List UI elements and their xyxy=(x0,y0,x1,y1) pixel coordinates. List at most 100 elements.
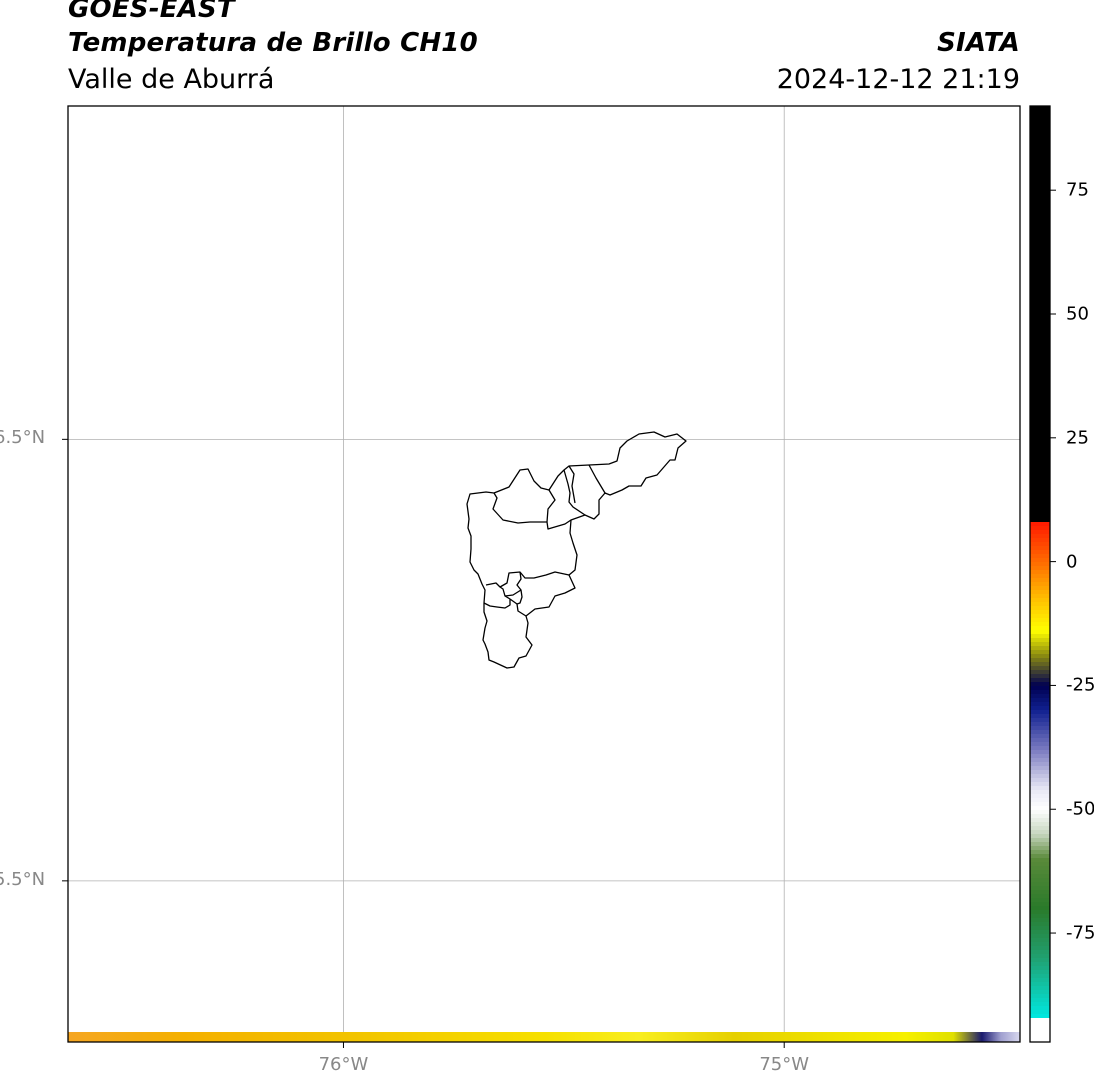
colorbar-segment xyxy=(1030,378,1050,383)
colorbar-tick-label: 25 xyxy=(1066,427,1089,449)
agency-label: SIATA xyxy=(937,28,1020,58)
colorbar-segment xyxy=(1030,490,1050,495)
colorbar-segment xyxy=(1030,198,1050,203)
colorbar-segment xyxy=(1030,654,1050,659)
colorbar-segment xyxy=(1030,142,1050,147)
colorbar-segment xyxy=(1030,582,1050,587)
colorbar-segment xyxy=(1030,858,1050,863)
colorbar-segment xyxy=(1030,718,1050,723)
colorbar-tick-label: 0 xyxy=(1066,551,1078,573)
colorbar-segment xyxy=(1030,374,1050,379)
colorbar-segment xyxy=(1030,346,1050,351)
colorbar-segment xyxy=(1030,1018,1050,1023)
colorbar-segment xyxy=(1030,454,1050,459)
colorbar-segment xyxy=(1030,350,1050,355)
colorbar-segment xyxy=(1030,938,1050,943)
colorbar-tick-label: -25 xyxy=(1066,674,1094,696)
colorbar-segment xyxy=(1030,862,1050,867)
colorbar-segment xyxy=(1030,310,1050,315)
colorbar-segment xyxy=(1030,218,1050,223)
colorbar-segment xyxy=(1030,506,1050,511)
map-background xyxy=(68,106,1020,1042)
colorbar-segment xyxy=(1030,226,1050,231)
colorbar-segment xyxy=(1030,166,1050,171)
colorbar-segment xyxy=(1030,854,1050,859)
colorbar-segment xyxy=(1030,514,1050,519)
colorbar-segment xyxy=(1030,902,1050,907)
boundary-outline xyxy=(466,431,687,669)
colorbar-segment xyxy=(1030,526,1050,531)
colorbar-segment xyxy=(1030,690,1050,695)
map-frame xyxy=(62,105,1021,1048)
colorbar-segment xyxy=(1030,958,1050,963)
colorbar-segment xyxy=(1030,914,1050,919)
colorbar-segment xyxy=(1030,470,1050,475)
colorbar-segment xyxy=(1030,670,1050,675)
colorbar-segment xyxy=(1030,942,1050,947)
colorbar-segment xyxy=(1030,974,1050,979)
colorbar-segment xyxy=(1030,330,1050,335)
colorbar-segment xyxy=(1030,498,1050,503)
internal-boundaries xyxy=(483,464,606,617)
colorbar-segment xyxy=(1030,694,1050,699)
colorbar-segment xyxy=(1030,398,1050,403)
colorbar-segment xyxy=(1030,946,1050,951)
colorbar-segment xyxy=(1030,450,1050,455)
colorbar-segment xyxy=(1030,370,1050,375)
colorbar-segment xyxy=(1030,642,1050,647)
colorbar-segment xyxy=(1030,762,1050,767)
colorbar-segment xyxy=(1030,178,1050,183)
colorbar-segment xyxy=(1030,538,1050,543)
colorbar-segment xyxy=(1030,602,1050,607)
colorbar-segment xyxy=(1030,838,1050,843)
colorbar-segment xyxy=(1030,266,1050,271)
colorbar-segment xyxy=(1030,430,1050,435)
colorbar-segment xyxy=(1030,342,1050,347)
colorbar-segment xyxy=(1030,186,1050,191)
colorbar-segment xyxy=(1030,190,1050,195)
colorbar-segment xyxy=(1030,522,1050,527)
colorbar-segment xyxy=(1030,890,1050,895)
colorbar-segment xyxy=(1030,466,1050,471)
gridlines xyxy=(62,106,1020,1048)
colorbar-segment xyxy=(1030,570,1050,575)
colorbar-segment xyxy=(1030,1038,1050,1043)
colorbar-segment xyxy=(1030,122,1050,127)
colorbar-segment xyxy=(1030,698,1050,703)
colorbar-segment xyxy=(1030,146,1050,151)
colorbar-segment xyxy=(1030,366,1050,371)
colorbar-border xyxy=(1029,105,1051,1043)
product-title: Temperatura de Brillo CH10 xyxy=(68,28,478,58)
colorbar-segment xyxy=(1030,326,1050,331)
colorbar-segment xyxy=(1030,302,1050,307)
colorbar-segment xyxy=(1030,406,1050,411)
colorbar-segment xyxy=(1030,438,1050,443)
colorbar-segment xyxy=(1030,626,1050,631)
colorbar-tick-label: -50 xyxy=(1066,798,1094,820)
colorbar-segment xyxy=(1030,758,1050,763)
colorbar-segment xyxy=(1030,594,1050,599)
colorbar-segment xyxy=(1030,710,1050,715)
colorbar-segment xyxy=(1030,962,1050,967)
colorbar-segment xyxy=(1030,1030,1050,1035)
colorbar-segment xyxy=(1030,926,1050,931)
colorbar-segment xyxy=(1030,842,1050,847)
map-border xyxy=(67,105,1021,1043)
colorbar-segment xyxy=(1030,866,1050,871)
colorbar-segment xyxy=(1030,586,1050,591)
colorbar-segment xyxy=(1030,422,1050,427)
colorbar-segment xyxy=(1030,878,1050,883)
colorbar-segment xyxy=(1030,598,1050,603)
colorbar-segment xyxy=(1030,638,1050,643)
colorbar-segment xyxy=(1030,534,1050,539)
colorbar-segment xyxy=(1030,202,1050,207)
colorbar-segment xyxy=(1030,1014,1050,1019)
colorbar-segment xyxy=(1030,554,1050,559)
colorbar-segment xyxy=(1030,818,1050,823)
colorbar-segment xyxy=(1030,898,1050,903)
colorbar-segment xyxy=(1030,402,1050,407)
colorbar-segment xyxy=(1030,574,1050,579)
colorbar-segment xyxy=(1030,482,1050,487)
colorbar-tick-label: -75 xyxy=(1066,922,1094,944)
colorbar-segment xyxy=(1030,442,1050,447)
